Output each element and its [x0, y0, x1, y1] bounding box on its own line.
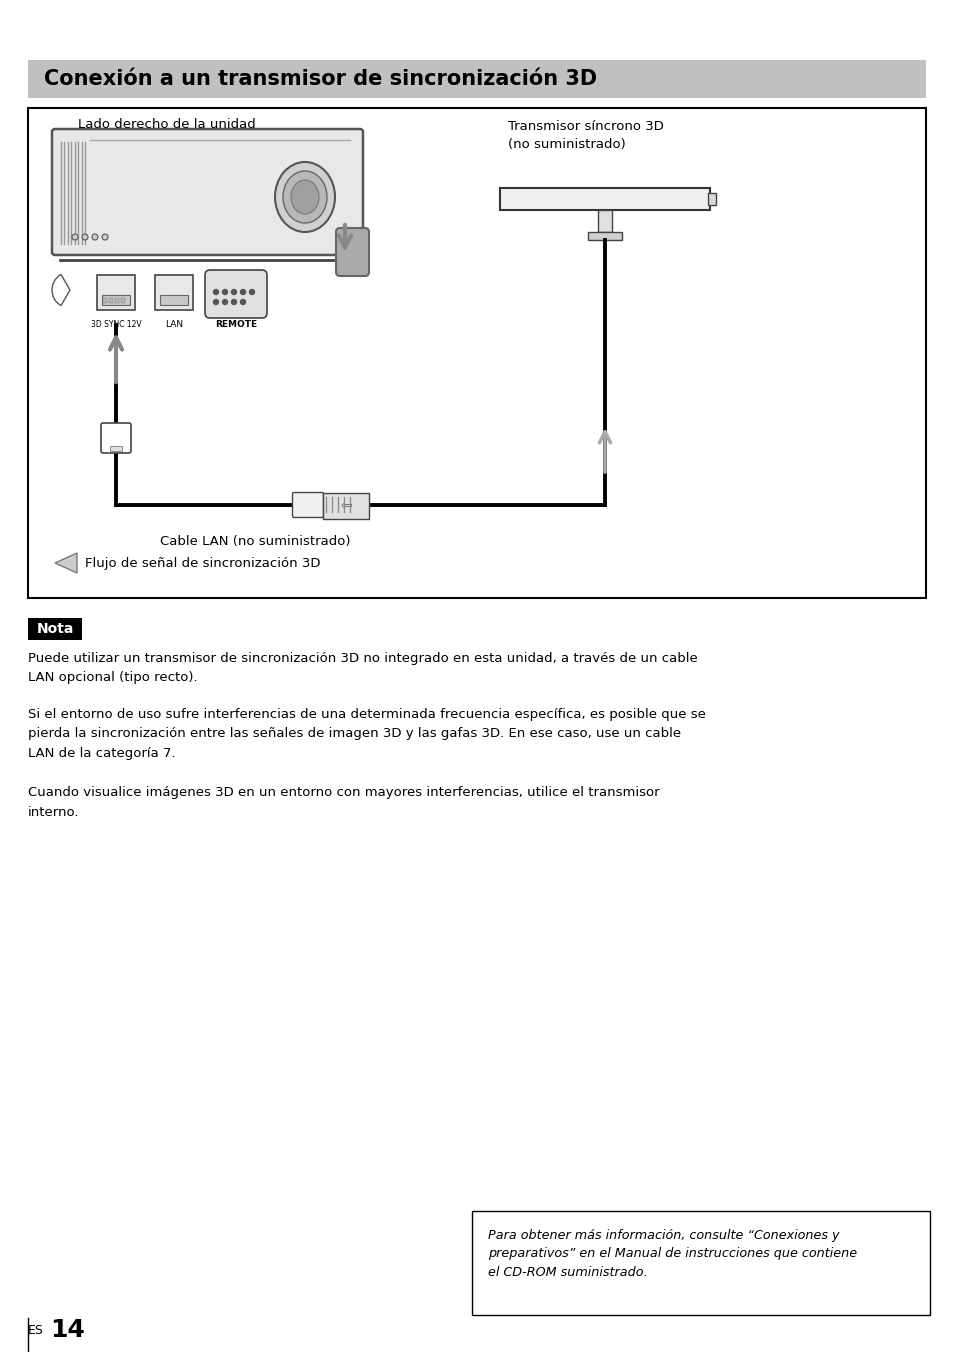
- Bar: [97, 274, 135, 310]
- Circle shape: [240, 289, 245, 295]
- Ellipse shape: [291, 180, 318, 214]
- Circle shape: [232, 300, 236, 304]
- FancyBboxPatch shape: [52, 128, 363, 256]
- Bar: [598, 210, 612, 233]
- Text: Para obtener más información, consulte “Conexiones y
preparativos” en el Manual : Para obtener más información, consulte “…: [488, 1229, 856, 1279]
- Circle shape: [213, 289, 218, 295]
- Text: Conexión a un transmisor de sincronización 3D: Conexión a un transmisor de sincronizaci…: [44, 69, 597, 89]
- Text: ES: ES: [28, 1324, 44, 1337]
- Bar: [28, 618, 82, 639]
- Text: Lado derecho de la unidad: Lado derecho de la unidad: [78, 118, 255, 131]
- Ellipse shape: [274, 162, 335, 233]
- Circle shape: [240, 300, 245, 304]
- Text: LAN: LAN: [165, 320, 183, 329]
- Circle shape: [82, 234, 88, 241]
- Bar: [587, 233, 621, 241]
- Text: REMOTE: REMOTE: [214, 320, 256, 329]
- Ellipse shape: [283, 170, 327, 223]
- Circle shape: [222, 289, 227, 295]
- Bar: [499, 188, 709, 210]
- Bar: [28, 59, 925, 97]
- Text: ⇦: ⇦: [340, 499, 352, 512]
- Text: Flujo de señal de sincronización 3D: Flujo de señal de sincronización 3D: [85, 557, 320, 569]
- Bar: [103, 297, 107, 303]
- FancyBboxPatch shape: [293, 492, 323, 518]
- Bar: [115, 297, 119, 303]
- FancyBboxPatch shape: [323, 493, 369, 519]
- Bar: [154, 274, 193, 310]
- Text: 3D SYNC 12V: 3D SYNC 12V: [91, 320, 141, 329]
- Bar: [110, 446, 122, 452]
- Circle shape: [222, 300, 227, 304]
- Text: Nota: Nota: [36, 622, 73, 635]
- FancyBboxPatch shape: [472, 1211, 929, 1315]
- Bar: [121, 297, 125, 303]
- Circle shape: [213, 300, 218, 304]
- Bar: [102, 295, 130, 306]
- Circle shape: [232, 289, 236, 295]
- Text: Cuando visualice imágenes 3D en un entorno con mayores interferencias, utilice e: Cuando visualice imágenes 3D en un entor…: [28, 786, 659, 818]
- Bar: [160, 295, 188, 306]
- Text: Puede utilizar un transmisor de sincronización 3D no integrado en esta unidad, a: Puede utilizar un transmisor de sincroni…: [28, 652, 697, 684]
- Text: Transmisor síncrono 3D
(no suministrado): Transmisor síncrono 3D (no suministrado): [507, 120, 663, 151]
- Circle shape: [91, 234, 98, 241]
- Circle shape: [102, 234, 108, 241]
- Text: 14: 14: [50, 1318, 85, 1343]
- Text: Si el entorno de uso sufre interferencias de una determinada frecuencia específi: Si el entorno de uso sufre interferencia…: [28, 708, 705, 760]
- Circle shape: [250, 289, 254, 295]
- Polygon shape: [55, 553, 77, 573]
- FancyBboxPatch shape: [335, 228, 369, 276]
- FancyBboxPatch shape: [101, 423, 131, 453]
- Bar: [28, 108, 925, 598]
- FancyBboxPatch shape: [205, 270, 267, 318]
- Text: Cable LAN (no suministrado): Cable LAN (no suministrado): [160, 535, 350, 548]
- Bar: [707, 192, 716, 204]
- Bar: [109, 297, 112, 303]
- Circle shape: [71, 234, 78, 241]
